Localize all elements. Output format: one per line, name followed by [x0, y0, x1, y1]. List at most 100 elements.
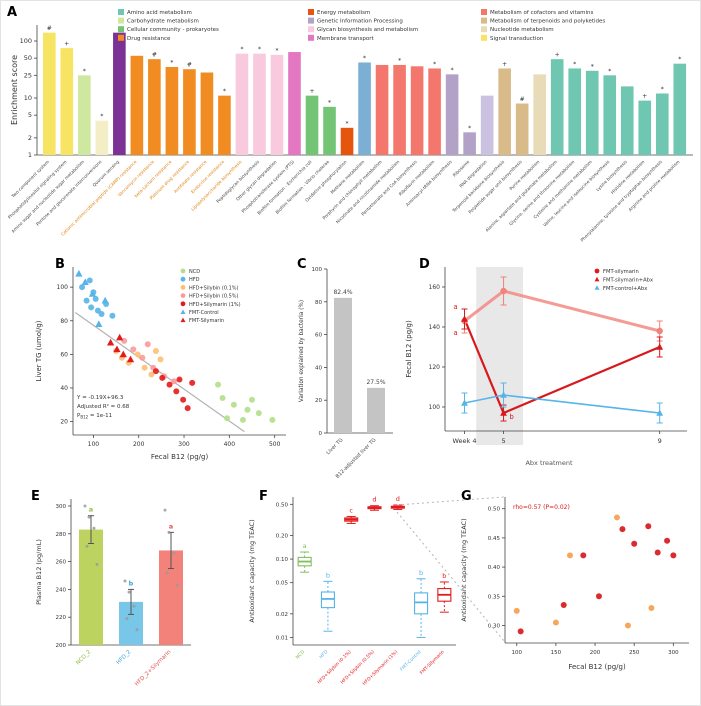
svg-text:40: 40 [315, 365, 322, 371]
panel-a-label: A [7, 5, 18, 20]
svg-text:Carbohydrate metabolism: Carbohydrate metabolism [127, 19, 199, 25]
svg-text:20: 20 [315, 398, 322, 404]
panel-b: B 100 200 300 400 500 20 40 60 80 100 Fecal B12 (p… [31, 253, 293, 485]
svg-text:100: 100 [20, 37, 32, 45]
svg-text:Metabolism of cofactors and vi: Metabolism of cofactors and vitamins [490, 10, 593, 16]
svg-text:0.02: 0.02 [276, 612, 288, 618]
svg-text:b: b [129, 579, 134, 587]
panel-e-label: E [31, 489, 40, 504]
svg-text:FMT-Control: FMT-Control [399, 649, 423, 673]
svg-text:5: 5 [501, 437, 505, 445]
svg-text:*: * [678, 56, 681, 63]
svg-text:#: # [520, 96, 525, 103]
svg-text:b: b [509, 413, 514, 421]
svg-text:FMT-Silymarin: FMT-Silymarin [419, 649, 446, 676]
panel-f-label: F [259, 489, 268, 504]
svg-text:240: 240 [56, 587, 67, 593]
svg-text:300: 300 [56, 504, 67, 510]
svg-text:*: * [170, 59, 173, 66]
svg-text:Plasma B12 (pg/mL): Plasma B12 (pg/mL) [35, 539, 43, 605]
svg-text:HFD+Silybin (0.1%): HFD+Silybin (0.1%) [189, 285, 239, 291]
svg-text:*: * [468, 125, 471, 132]
svg-text:Amino acid metabolism: Amino acid metabolism [127, 10, 192, 16]
svg-text:c: c [349, 506, 353, 514]
panel-f: F 0.01 0.02 0.05 0.10 0.20 0.50 Antioxidant ca… [241, 487, 471, 705]
svg-text:2: 2 [28, 134, 32, 142]
svg-text:0.50: 0.50 [488, 507, 501, 513]
svg-text:Energy metabolism: Energy metabolism [317, 10, 370, 16]
svg-text:200: 200 [590, 650, 601, 656]
svg-text:150: 150 [551, 650, 562, 656]
svg-text:FMT-silymarin+Abx: FMT-silymarin+Abx [603, 277, 653, 283]
svg-text:NCD: NCD [295, 649, 307, 661]
svg-text:100: 100 [57, 284, 69, 291]
svg-text:*: * [451, 67, 454, 74]
svg-text:Fecal B12 (pg/g): Fecal B12 (pg/g) [151, 453, 209, 461]
svg-text:25: 25 [24, 71, 32, 79]
svg-text:HFD+Silybin (0.5%): HFD+Silybin (0.5%) [189, 294, 239, 300]
panel-e-plasma-b12-bar-chart: 200 220 240 260 280 300 Plasma B12 (pg/mL) a NCD… [35, 499, 191, 688]
svg-text:d: d [372, 496, 376, 504]
svg-text:80: 80 [315, 300, 322, 306]
panel-g-antioxidant-scatter: 100 150 200 250 300 0.30 0.35 0.40 0.45 0.50 Fecal… [460, 497, 689, 671]
svg-text:*: * [661, 86, 664, 93]
svg-text:PB12 = 1e-11: PB12 = 1e-11 [77, 413, 112, 420]
svg-text:1: 1 [28, 151, 32, 159]
svg-text:Endocrine resistance: Endocrine resistance [190, 159, 226, 195]
svg-text:a: a [169, 522, 173, 530]
svg-text:280: 280 [56, 532, 67, 538]
svg-text:Metabolism of terpenoids and p: Metabolism of terpenoids and polyketides [490, 19, 605, 25]
svg-text:a: a [303, 542, 307, 550]
panel-d-fecal-b12-line-chart: 100 120 140 160 Week 4 5 9 Abx treatment Fecal B… [405, 267, 687, 467]
svg-text:*: * [328, 99, 331, 106]
svg-text:*: * [398, 57, 401, 64]
svg-text:a: a [453, 329, 457, 337]
svg-text:*: * [275, 47, 278, 54]
svg-text:10: 10 [24, 94, 32, 102]
svg-text:b: b [326, 571, 330, 579]
panel-d-label: D [419, 257, 430, 272]
svg-text:Methane metabolism: Methane metabolism [330, 159, 366, 195]
svg-text:9: 9 [658, 437, 662, 445]
svg-text:Pentose and glucuronate interc: Pentose and glucuronate interconversions [35, 159, 104, 228]
svg-text:Antifolate resistance: Antifolate resistance [173, 159, 209, 195]
panel-c-variation-bar-chart: 0 20 40 60 80 100 Variation explained by bacte… [299, 267, 393, 480]
svg-text:Antioxidant capacity (mg TEAC): Antioxidant capacity (mg TEAC) [460, 518, 468, 621]
svg-text:82.4%: 82.4% [333, 289, 352, 296]
svg-text:Fecal B12 (pg/g): Fecal B12 (pg/g) [405, 320, 413, 378]
svg-text:FMT-Control: FMT-Control [189, 310, 219, 316]
svg-text:Variation explained by bacteri: Variation explained by bacteria (%) [299, 300, 305, 402]
svg-text:Phenylalanine, tyrosine and tr: Phenylalanine, tyrosine and tryptophan b… [580, 159, 665, 244]
svg-text:HFD: HFD [318, 649, 329, 660]
svg-text:*: * [240, 46, 243, 53]
svg-text:100: 100 [429, 404, 441, 411]
svg-text:80: 80 [60, 318, 68, 325]
svg-text:a: a [89, 506, 93, 514]
svg-text:HFD_2+Silymarin: HFD_2+Silymarin [134, 649, 173, 688]
svg-text:Glycan biosynthesis and metabo: Glycan biosynthesis and metabolism [317, 27, 418, 33]
svg-text:0.10: 0.10 [276, 557, 289, 563]
svg-text:0.50: 0.50 [276, 502, 289, 508]
svg-text:HFD: HFD [189, 277, 200, 283]
svg-text:NCD: NCD [189, 269, 200, 275]
svg-text:FMT-silymarin: FMT-silymarin [603, 269, 639, 275]
svg-text:200: 200 [133, 441, 145, 448]
svg-text:FMT-control+Abx: FMT-control+Abx [603, 286, 647, 292]
svg-text:60: 60 [60, 351, 68, 358]
svg-text:*: * [573, 61, 576, 68]
panel-b-liver-tg-scatter: 100 200 300 400 500 20 40 60 80 100 Fecal B12 (pg/… [35, 267, 286, 461]
svg-text:120: 120 [429, 364, 441, 371]
svg-text:Signal transduction: Signal transduction [490, 36, 544, 42]
svg-text:Genetic Information Processing: Genetic Information Processing [317, 19, 403, 25]
panel-e: E 200 220 240 260 280 300 Plasma B12 (pg/mL) a N… [29, 487, 199, 705]
svg-text:Drug resistance: Drug resistance [127, 36, 171, 42]
svg-text:400: 400 [224, 441, 236, 448]
svg-text:220: 220 [56, 615, 67, 621]
svg-text:+: + [64, 41, 69, 48]
svg-text:+: + [502, 61, 507, 68]
svg-text:*: * [363, 55, 366, 62]
svg-text:0.30: 0.30 [488, 623, 501, 629]
svg-text:50: 50 [24, 54, 32, 62]
svg-text:*: * [83, 68, 86, 75]
